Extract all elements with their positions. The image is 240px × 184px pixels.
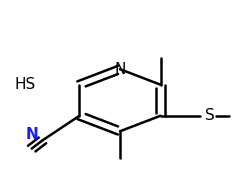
Text: N: N xyxy=(25,127,38,142)
Text: S: S xyxy=(205,108,214,123)
Text: N: N xyxy=(114,62,126,77)
Text: HS: HS xyxy=(14,77,35,92)
